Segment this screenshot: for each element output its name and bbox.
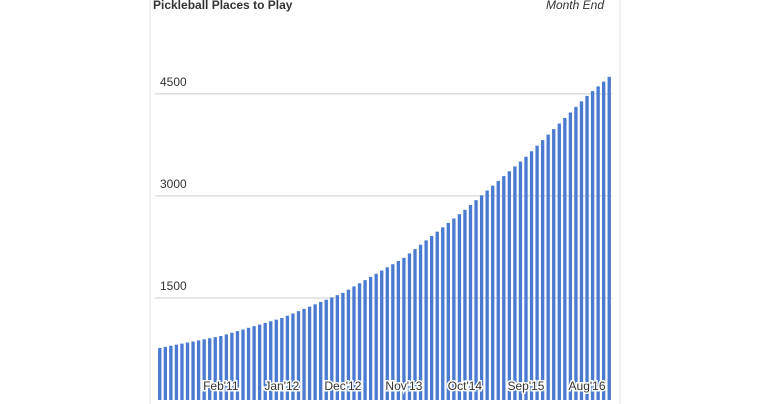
bar — [457, 214, 462, 400]
bar — [380, 270, 384, 400]
x-tick-label: Feb'11 — [203, 379, 239, 393]
y-tick-label: 3000 — [160, 177, 187, 191]
bar — [502, 176, 506, 400]
bar — [291, 313, 295, 400]
bar — [235, 331, 240, 400]
bar — [413, 249, 417, 400]
x-tick-label: Dec'12 — [324, 379, 361, 393]
bar — [307, 306, 312, 400]
bar — [579, 101, 584, 401]
bar — [246, 327, 251, 400]
bar — [296, 311, 301, 400]
bar — [485, 190, 489, 400]
bar — [313, 304, 317, 400]
bar — [208, 338, 212, 400]
bar — [596, 86, 600, 401]
bar — [224, 334, 229, 400]
bar — [441, 227, 445, 400]
bar — [185, 342, 190, 400]
bar — [263, 322, 267, 400]
bar — [368, 276, 373, 400]
x-tick-label: Oct'14 — [448, 379, 483, 393]
bar — [241, 329, 245, 400]
bar — [602, 81, 606, 400]
bar — [418, 244, 423, 400]
bar — [169, 345, 173, 400]
bar — [546, 134, 550, 400]
bar — [557, 123, 561, 400]
bar — [507, 171, 512, 400]
bar — [568, 112, 573, 400]
bar — [407, 253, 412, 400]
chart-title: Pickleball Places to Play — [153, 0, 293, 12]
bar — [285, 315, 290, 400]
y-tick-label: 4500 — [160, 75, 187, 89]
bar — [435, 231, 439, 400]
bar — [374, 273, 378, 400]
bar — [363, 280, 367, 400]
bar — [424, 240, 428, 400]
bar — [496, 180, 500, 400]
bar — [446, 222, 450, 400]
x-tick-label: Aug'16 — [569, 379, 606, 393]
bar — [430, 236, 434, 400]
bar — [196, 340, 201, 400]
bar — [535, 145, 539, 400]
bar — [529, 151, 534, 400]
x-tick-label: Nov'13 — [385, 379, 422, 393]
bar — [191, 341, 195, 400]
bar — [468, 205, 473, 400]
bar — [385, 267, 389, 400]
bar — [158, 347, 162, 400]
x-tick-label: Jan'12 — [264, 379, 299, 393]
bar — [452, 218, 456, 400]
chart-subtitle: Month End — [546, 0, 604, 12]
bar — [491, 185, 495, 400]
bar — [552, 129, 556, 400]
bar — [402, 257, 406, 400]
bar — [180, 343, 184, 400]
bar — [174, 344, 179, 400]
bar — [396, 261, 401, 400]
bar — [163, 346, 167, 400]
bar — [352, 286, 356, 400]
bar — [540, 140, 545, 400]
bar — [319, 302, 323, 400]
bar — [524, 156, 528, 400]
bar — [585, 95, 589, 400]
bar — [213, 337, 217, 400]
bar — [330, 297, 334, 400]
bar — [518, 161, 523, 400]
bar — [607, 76, 611, 401]
bar — [280, 318, 284, 400]
x-tick-label: Sep'15 — [507, 379, 544, 393]
y-tick-label: 1500 — [160, 279, 187, 293]
bar — [463, 209, 467, 400]
bar — [346, 289, 351, 400]
bar — [357, 283, 362, 400]
bar — [274, 319, 278, 400]
bar — [574, 106, 578, 400]
bar — [324, 299, 328, 400]
bar — [219, 336, 223, 400]
bar — [513, 166, 517, 400]
bar — [341, 292, 345, 400]
bar — [257, 324, 262, 400]
bar — [269, 321, 273, 400]
bar — [479, 195, 484, 400]
bar — [474, 200, 478, 400]
bar — [230, 332, 234, 400]
bar — [590, 91, 595, 400]
bar — [202, 339, 206, 400]
bar — [302, 308, 306, 400]
bar — [335, 295, 339, 400]
bar — [563, 117, 567, 400]
bar — [252, 326, 256, 400]
bar — [391, 264, 395, 400]
